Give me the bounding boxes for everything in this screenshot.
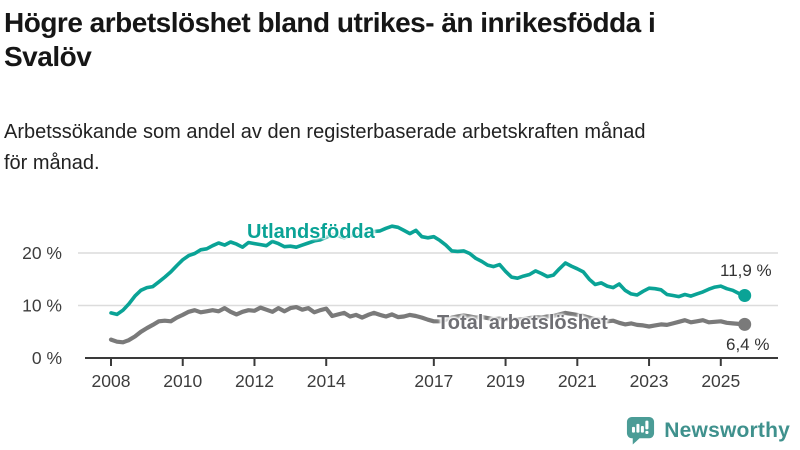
end-value-label-total: 6,4 % [726, 335, 770, 354]
x-tick-label-2023: 2023 [630, 371, 669, 391]
newsworthy-logo: Newsworthy [625, 415, 790, 446]
series-end-dot-1 [738, 317, 752, 331]
x-tick-label-2010: 2010 [163, 371, 202, 391]
x-tick-label-2017: 2017 [414, 371, 453, 391]
bar-3 [641, 426, 645, 433]
series-label-total-arbetsloshet: Total arbetslöshet [437, 312, 608, 334]
newsworthy-bubble-icon [627, 416, 655, 445]
title-line-2: Svalöv [4, 41, 92, 72]
subtitle-line-1: Arbetssökande som andel av den registerb… [4, 121, 646, 143]
x-tick-label-2021: 2021 [558, 371, 597, 391]
series-label-utlandsfodda: Utlandsfödda [247, 221, 375, 243]
y-tick-label-10: 10 % [22, 296, 62, 316]
x-tick-label-2014: 2014 [307, 371, 346, 391]
end-value-label-utlandsfodda: 11,9 % [720, 261, 772, 280]
bar-1 [632, 426, 636, 433]
y-tick-label-0: 0 % [32, 348, 62, 368]
series-line-0 [109, 224, 747, 317]
newsworthy-wordmark: Newsworthy [664, 418, 790, 442]
bar-2 [636, 423, 640, 433]
x-tick-label-2008: 2008 [92, 371, 131, 391]
subtitle-line-2: för månad. [4, 152, 100, 174]
bubble-shape [627, 416, 655, 445]
series-end-dot-0 [738, 289, 752, 302]
exclamation-dot [645, 430, 649, 434]
x-tick-label-2019: 2019 [486, 371, 525, 391]
chart-subtitle: Arbetssökande som andel av den registerb… [4, 117, 796, 179]
series-line-1 [108, 305, 747, 345]
x-tick-label-2012: 2012 [235, 371, 274, 391]
title-line-1: Högre arbetslöshet bland utrikes- än inr… [4, 7, 656, 38]
x-tick-label-2025: 2025 [701, 371, 740, 391]
exclamation-bar [645, 420, 649, 430]
y-tick-label-20: 20 % [22, 243, 62, 263]
page-title: Högre arbetslöshet bland utrikes- än inr… [4, 6, 796, 74]
